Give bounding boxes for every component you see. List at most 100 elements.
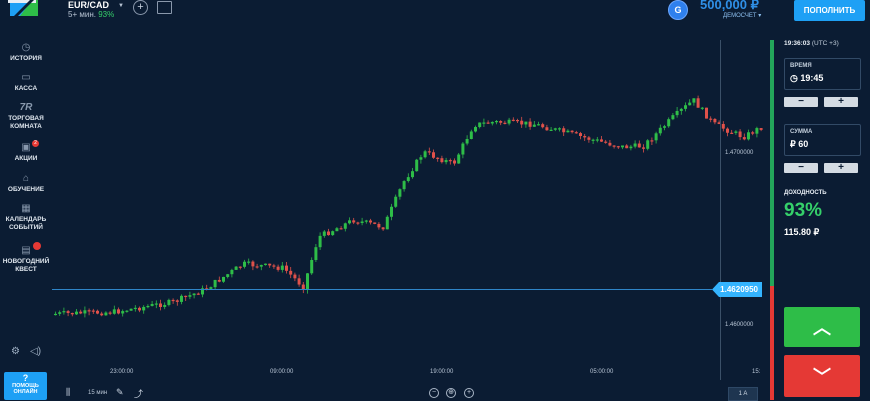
- amount-plus-button[interactable]: +: [824, 163, 858, 173]
- put-down-button[interactable]: ﹀: [784, 355, 860, 397]
- draw-pencil-icon[interactable]: ✎: [116, 387, 124, 397]
- settings-icon[interactable]: ⚙: [11, 346, 20, 357]
- account-type-selector[interactable]: ДЕМОСЧЕТ ▾: [723, 13, 762, 19]
- timeframe-selector[interactable]: 15 мин: [88, 390, 108, 396]
- candle-body: [348, 220, 351, 224]
- candle-body: [213, 279, 217, 288]
- candle-body: [663, 126, 666, 128]
- zoom-in-button[interactable]: +: [464, 388, 474, 398]
- candle-body: [146, 305, 150, 308]
- candle-body: [310, 259, 314, 274]
- candle-body: [385, 216, 389, 230]
- candle-body: [264, 263, 267, 265]
- candle-body: [436, 157, 440, 159]
- candle-body: [528, 121, 532, 127]
- candle-body: [87, 310, 91, 312]
- candle-body: [587, 137, 591, 140]
- candle-body: [96, 310, 99, 314]
- sidebar-item-new-year-quest[interactable]: ▤ НОВОГОДНИЙ КВЕСТ: [0, 245, 52, 274]
- candle-body: [419, 157, 423, 160]
- sidebar-item-promotions[interactable]: ▣ АКЦИИ: [0, 142, 52, 163]
- candle-body: [558, 128, 561, 130]
- candle-body: [516, 120, 519, 122]
- sidebar-item-label: КАЛЕНДАРЬ СОБЫТИЙ: [5, 216, 47, 231]
- balance-amount[interactable]: 500,000 ₽: [700, 0, 759, 12]
- candle-body: [650, 140, 654, 142]
- candle-body: [167, 299, 171, 305]
- clock-icon: ◷: [790, 73, 798, 83]
- range-button[interactable]: 1 A: [728, 387, 758, 401]
- candle-body: [469, 131, 473, 140]
- candle-body: [742, 137, 746, 140]
- candle-body: [301, 284, 305, 290]
- amount-field[interactable]: СУММА ₽ 60: [784, 124, 861, 156]
- add-chart-button[interactable]: +: [133, 0, 148, 15]
- wallet-icon: ▭: [21, 72, 31, 83]
- balance-badge[interactable]: G: [668, 0, 688, 20]
- time-minus-button[interactable]: −: [784, 97, 818, 107]
- candle-body: [138, 307, 141, 311]
- zoom-reset-button[interactable]: ⊕: [446, 388, 456, 398]
- candle-body: [66, 311, 70, 313]
- candle-body: [364, 220, 368, 222]
- sidebar-item-label: АКЦИИ: [14, 155, 38, 162]
- sidebar-item-calendar[interactable]: ▦ КАЛЕНДАРЬ СОБЫТИЙ: [0, 203, 52, 232]
- candle-body: [117, 309, 120, 314]
- candle-body: [482, 122, 486, 124]
- asset-selector[interactable]: EUR/CAD 5+ мин. 93%: [68, 0, 114, 24]
- x-axis-label: 23:00:00: [110, 369, 134, 375]
- sidebar-item-education[interactable]: ⌂ ОБУЧЕНИЕ: [0, 173, 52, 194]
- candle-body: [591, 139, 595, 141]
- candle-body: [717, 122, 721, 124]
- logo[interactable]: [4, 0, 40, 36]
- sound-icon[interactable]: ◁): [30, 346, 42, 357]
- candle-body: [562, 128, 566, 133]
- candle-body: [705, 107, 708, 119]
- online-help-button[interactable]: ? ПОМОЩЬ ОНЛАЙН: [4, 372, 47, 400]
- candle-body: [335, 228, 339, 232]
- trading-room-icon: 7R: [19, 102, 33, 113]
- candle-body: [108, 312, 112, 314]
- deposit-button[interactable]: ПОПОЛНИТЬ: [794, 0, 865, 21]
- server-clock: 19:36:03 (UTC +3): [784, 40, 839, 47]
- price-chart[interactable]: [52, 32, 770, 380]
- candle-body: [709, 118, 713, 120]
- call-up-button[interactable]: ︿: [784, 307, 860, 347]
- sidebar-item-label: КАССА: [14, 85, 38, 92]
- help-mark: ?: [22, 373, 29, 383]
- indicators-icon[interactable]: ⤴: [134, 389, 144, 399]
- candle-body: [314, 247, 318, 260]
- sidebar-item-cashier[interactable]: ▭ КАССА: [0, 72, 52, 93]
- candle-body: [478, 122, 482, 128]
- time-plus-button[interactable]: +: [824, 97, 858, 107]
- expiry-time-field[interactable]: ВРЕМЯ ◷ 19:45: [784, 58, 861, 90]
- amount-minus-button[interactable]: −: [784, 163, 818, 173]
- candle-body: [268, 263, 272, 266]
- candle-body: [259, 264, 263, 267]
- candle-body: [658, 127, 662, 134]
- candle-body: [545, 127, 549, 131]
- candle-body: [62, 311, 66, 313]
- sidebar-item-history[interactable]: ◷ ИСТОРИЯ: [0, 42, 52, 63]
- candle-body: [360, 221, 364, 224]
- candle-body: [339, 228, 343, 230]
- candle-body: [511, 119, 515, 121]
- candle-body: [465, 139, 469, 144]
- candle-body: [306, 273, 309, 290]
- candles-chart-type-icon[interactable]: ⫼: [66, 387, 71, 397]
- chevron-down-icon[interactable]: ▼: [118, 3, 124, 9]
- zoom-out-button[interactable]: −: [429, 388, 439, 398]
- sidebar-item-trading-room[interactable]: 7R ТОРГОВАЯ КОМНАТА: [0, 102, 52, 131]
- candle-body: [331, 231, 335, 236]
- candle-body: [629, 146, 633, 149]
- candle-body: [121, 311, 125, 314]
- candle-body: [553, 128, 557, 130]
- candle-body: [402, 181, 406, 190]
- chart-layout-button[interactable]: [157, 1, 172, 14]
- candle-body: [171, 299, 175, 302]
- candle-body: [566, 130, 570, 133]
- candle-body: [112, 309, 116, 314]
- candle-body: [448, 160, 452, 162]
- candle-body: [537, 124, 540, 126]
- candle-body: [642, 147, 645, 149]
